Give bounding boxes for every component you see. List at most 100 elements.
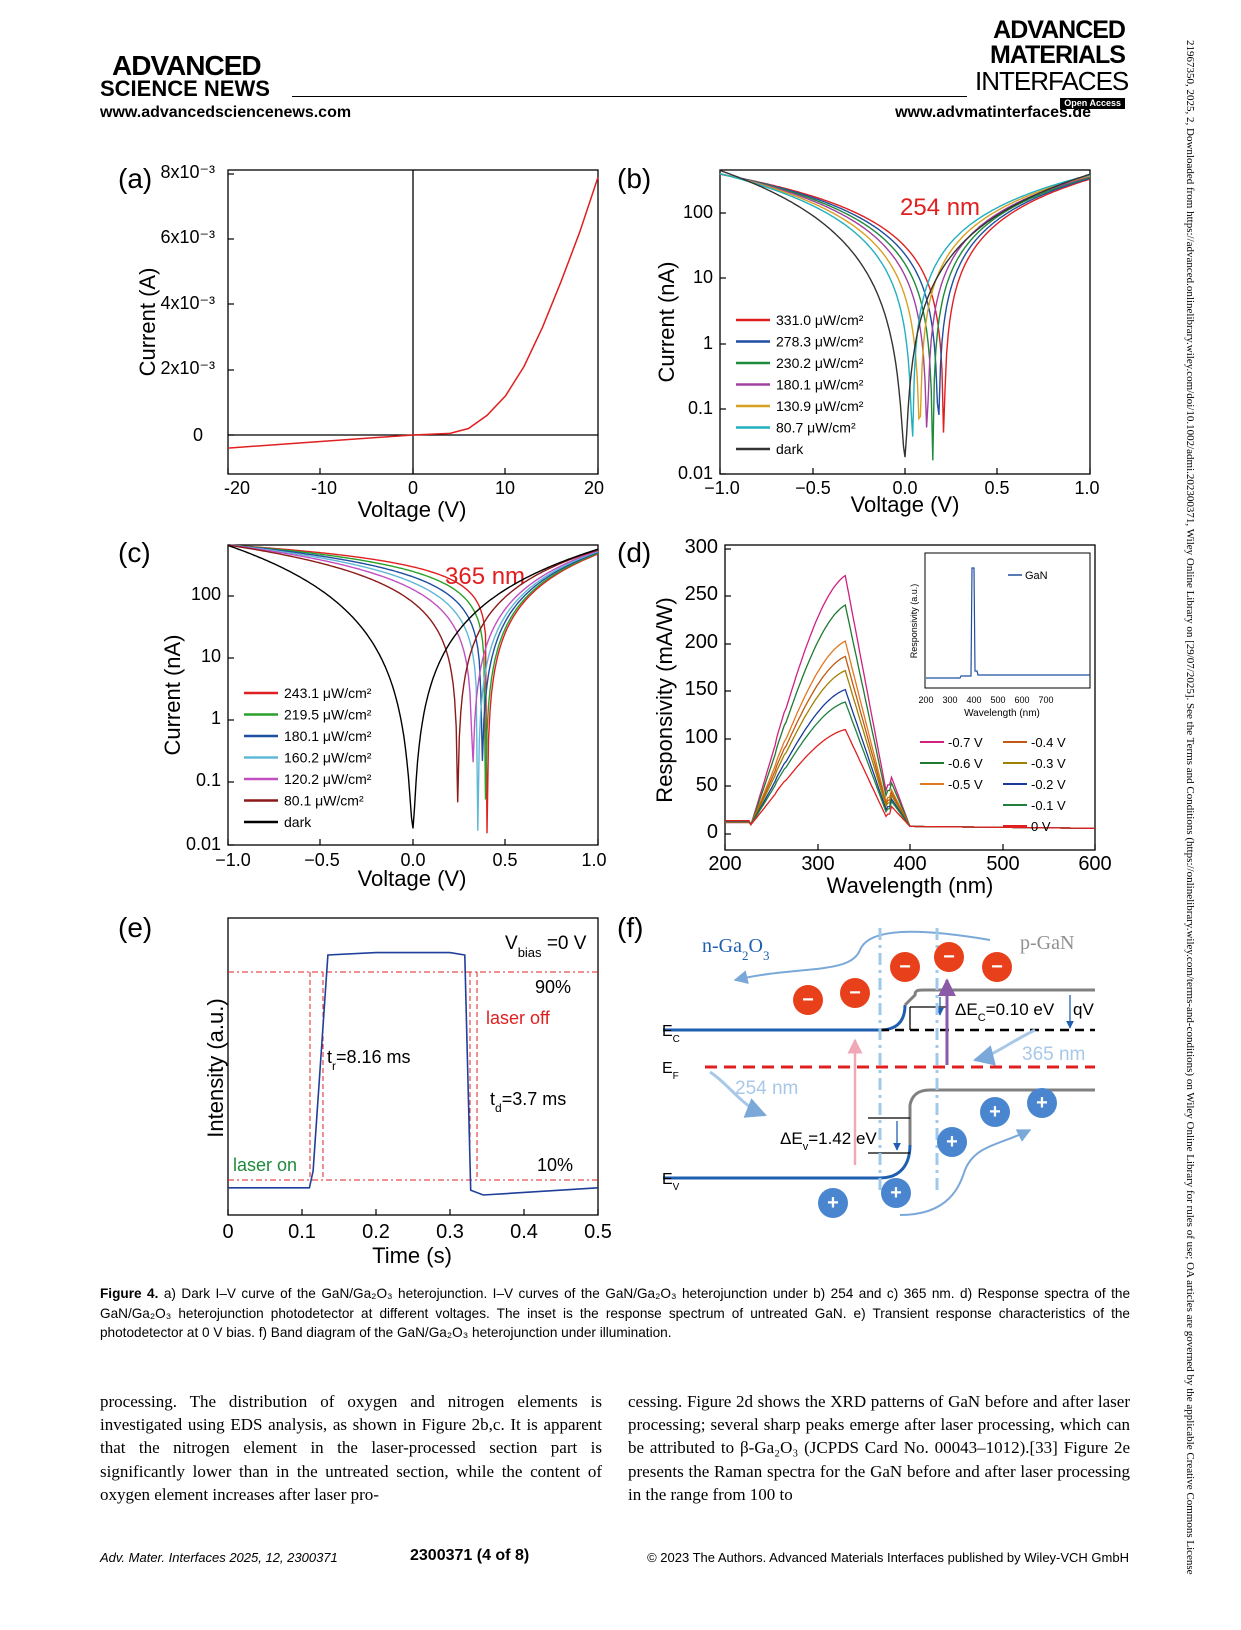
ytick-d-6: 300 bbox=[685, 536, 718, 558]
xlabel-a: Voltage (V) bbox=[358, 497, 467, 522]
xtick-c-1: −0.5 bbox=[304, 850, 340, 870]
legend-label-d-1: -0.4 V bbox=[1031, 735, 1066, 750]
xtick-e-4: 0.4 bbox=[510, 1221, 538, 1243]
ytick-b-3: 10 bbox=[693, 267, 713, 287]
hole-4 bbox=[881, 1178, 911, 1208]
ytick-a-3: 6x10⁻³ bbox=[160, 227, 215, 247]
light-254-arrow bbox=[709, 1070, 767, 1118]
publisher-url[interactable]: www.advancedsciencenews.com bbox=[100, 104, 352, 121]
ytick-c-4: 100 bbox=[191, 584, 221, 604]
curve-c-4 bbox=[227, 544, 599, 763]
ylabel-a: Current (A) bbox=[135, 268, 160, 377]
electron-2 bbox=[982, 952, 1012, 982]
hole-2 bbox=[937, 1127, 967, 1157]
panel-f: (f) n-Ga2O3 p-GaN ΔEC=0.10 eV qV ΔEv=1.4… bbox=[617, 912, 1095, 1218]
xtick-d-1: 300 bbox=[801, 853, 834, 875]
hole-sign-1: + bbox=[1036, 1092, 1048, 1114]
ytick-d-4: 200 bbox=[685, 631, 718, 653]
ec-band-p bbox=[903, 988, 1095, 1007]
hole-flow-arrow bbox=[899, 1129, 1032, 1216]
journal-logo-science-news: SCIENCE NEWS bbox=[100, 76, 270, 101]
legend-label-d-6: -0.1 V bbox=[1031, 798, 1066, 813]
legend-label-d-5: -0.2 V bbox=[1031, 777, 1066, 792]
electron-sign-0: − bbox=[899, 956, 911, 978]
axes-frame-e bbox=[227, 917, 599, 1216]
legend-label-d-7: 0 V bbox=[1031, 819, 1051, 834]
hole-0 bbox=[980, 1097, 1010, 1127]
ev-label: EV bbox=[662, 1171, 680, 1193]
legend-label-b-1: 278.3 μW/cm² bbox=[776, 334, 864, 350]
xtick-b-2: 0.0 bbox=[892, 478, 917, 498]
curve-c-2 bbox=[227, 544, 599, 761]
body-column-left: processing. The distribution of oxygen a… bbox=[100, 1392, 602, 1504]
ytick-c-2: 1 bbox=[211, 708, 221, 728]
ytick-b-0: 0.01 bbox=[678, 463, 713, 483]
footer-copyright: © 2023 The Authors. Advanced Materials I… bbox=[647, 1550, 1129, 1565]
legend-label-b-0: 331.0 μW/cm² bbox=[776, 312, 864, 328]
curve-c-5 bbox=[227, 544, 599, 803]
xtick-d-4: 600 bbox=[1078, 853, 1111, 875]
legend-label-c-2: 180.1 μW/cm² bbox=[284, 728, 372, 744]
ytick-b-1: 0.1 bbox=[688, 398, 713, 418]
xtick-a-3: 10 bbox=[495, 478, 515, 498]
curve-b-1 bbox=[719, 173, 1091, 415]
panel-label-e: (e) bbox=[118, 912, 152, 943]
electron-0 bbox=[890, 952, 920, 982]
ticks-b bbox=[719, 212, 1091, 475]
dEc-label: ΔEC=0.10 eV bbox=[955, 1000, 1055, 1024]
xtick-b-4: 1.0 bbox=[1074, 478, 1099, 498]
xlabel-c: Voltage (V) bbox=[358, 866, 467, 891]
electron-sign-3: − bbox=[802, 989, 814, 1011]
ylabel-d: Responsivity (mA/W) bbox=[652, 597, 677, 802]
ytick-d-5: 250 bbox=[685, 583, 718, 605]
hole-sign-2: + bbox=[946, 1131, 958, 1153]
header-rule bbox=[292, 96, 967, 97]
ytick-a-0: 0 bbox=[193, 425, 203, 445]
legend-label-b-3: 180.1 μW/cm² bbox=[776, 377, 864, 393]
curve-c-1 bbox=[227, 544, 599, 800]
open-access-badge: Open Access bbox=[1060, 98, 1125, 109]
curve-c-3 bbox=[227, 544, 599, 831]
logo-line2: MATERIALS bbox=[990, 41, 1126, 69]
legend-label-c-0: 243.1 μW/cm² bbox=[284, 685, 372, 701]
panel-d: (d) 0 50 100 150 200 250 300 200 300 400… bbox=[617, 536, 1112, 898]
carriers-f: − − − − − + + + + + bbox=[793, 942, 1057, 1218]
panel-label-f: (f) bbox=[617, 912, 643, 943]
ytick-d-0: 0 bbox=[707, 821, 718, 843]
legend-label-b-2: 230.2 μW/cm² bbox=[776, 355, 864, 371]
inset-xtick-2: 400 bbox=[966, 695, 981, 705]
electron-sign-4: − bbox=[849, 982, 861, 1004]
legend-label-b-4: 130.9 μW/cm² bbox=[776, 398, 864, 414]
inset-xtick-4: 600 bbox=[1014, 695, 1029, 705]
xlabel-d: Wavelength (nm) bbox=[827, 873, 994, 898]
hole-sign-3: + bbox=[827, 1192, 839, 1214]
xtick-b-0: −1.0 bbox=[704, 478, 740, 498]
p-gan-label: p-GaN bbox=[1020, 932, 1074, 954]
xtick-a-1: -10 bbox=[311, 478, 337, 498]
ticks-e bbox=[227, 1209, 599, 1215]
legend-label-c-4: 120.2 μW/cm² bbox=[284, 771, 372, 787]
logo-line3: INTERFACES bbox=[975, 66, 1129, 96]
inset-xtick-5: 700 bbox=[1038, 695, 1053, 705]
ytick-d-2: 100 bbox=[685, 726, 718, 748]
annotation-254nm: 254 nm bbox=[900, 194, 980, 221]
journal-url[interactable]: www.advmatinterfaces.de bbox=[895, 104, 1091, 121]
hole-sign-0: + bbox=[989, 1101, 1001, 1123]
vbias-label: Vbias =0 V bbox=[505, 933, 587, 960]
ec-band-n bbox=[663, 1004, 907, 1032]
ytick-c-1: 0.1 bbox=[196, 770, 221, 790]
legend-label-d-3: -0.3 V bbox=[1031, 756, 1066, 771]
legend-label-d-0: -0.7 V bbox=[948, 735, 983, 750]
legend-label-b-6: dark bbox=[776, 441, 804, 457]
xtick-e-2: 0.2 bbox=[362, 1221, 390, 1243]
ytick-b-2: 1 bbox=[703, 333, 713, 353]
xtick-d-3: 500 bbox=[986, 853, 1019, 875]
transient-curve bbox=[228, 951, 599, 1196]
curves-d bbox=[725, 574, 1095, 829]
xtick-a-2: 0 bbox=[408, 478, 418, 498]
caption-text: a) Dark I–V curve of the GaN/Ga₂O₃ heter… bbox=[100, 1286, 1131, 1340]
legend-b: 331.0 μW/cm² 278.3 μW/cm² 230.2 μW/cm² 180.… bbox=[736, 312, 864, 457]
panel-label-a: (a) bbox=[118, 163, 152, 194]
hole-1 bbox=[1027, 1088, 1057, 1118]
inset-legend-label: GaN bbox=[1025, 570, 1048, 582]
